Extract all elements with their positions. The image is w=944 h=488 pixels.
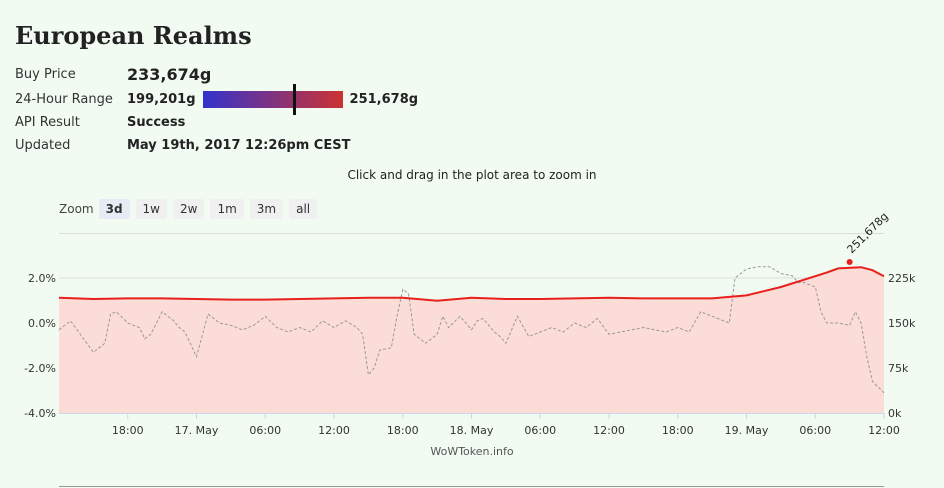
x-tick-label: 12:00 bbox=[318, 424, 350, 437]
buy-price-label: Buy Price bbox=[15, 66, 76, 82]
x-tick-label: 17. May bbox=[175, 424, 219, 437]
zoom-hint: Click and drag in the plot area to zoom … bbox=[347, 168, 597, 182]
price-area bbox=[59, 267, 884, 413]
x-tick-label: 19. May bbox=[725, 424, 769, 437]
api-result-row: API Result Success bbox=[15, 112, 185, 132]
updated-label: Updated bbox=[15, 137, 71, 153]
zoom-button-3m[interactable]: 3m bbox=[249, 199, 284, 219]
range-row: 24-Hour Range 199,201g 251,678g bbox=[15, 83, 419, 115]
x-tick-label: 12:00 bbox=[593, 424, 625, 437]
y-left-tick-label: -4.0% bbox=[24, 407, 56, 420]
max-price-label: 251,678g bbox=[845, 210, 891, 256]
y-right-tick-label: 150k bbox=[888, 317, 916, 330]
y-left-tick-label: 0.0% bbox=[28, 317, 56, 330]
x-tick-label: 18:00 bbox=[112, 424, 144, 437]
range-high-value: 251,678g bbox=[349, 91, 419, 107]
y-left-tick-label: -2.0% bbox=[24, 362, 56, 375]
range-marker bbox=[293, 83, 297, 115]
buy-price-value: 233,674g bbox=[127, 64, 212, 84]
y-right-tick-label: 0k bbox=[888, 407, 902, 420]
updated-row: Updated May 19th, 2017 12:26pm CEST bbox=[15, 135, 350, 155]
price-line bbox=[58, 266, 885, 302]
range-bar bbox=[202, 83, 343, 115]
zoom-button-3d[interactable]: 3d bbox=[98, 199, 130, 219]
x-tick-label: 06:00 bbox=[249, 424, 281, 437]
max-price-marker bbox=[846, 258, 853, 265]
x-tick-label: 18:00 bbox=[387, 424, 419, 437]
zoom-selector: Zoom 3d 1w 2w 1m 3m all bbox=[59, 199, 323, 219]
x-tick-label: 18. May bbox=[450, 424, 494, 437]
bottom-divider bbox=[59, 486, 884, 487]
api-result-label: API Result bbox=[15, 114, 80, 130]
x-tick-label: 06:00 bbox=[799, 424, 831, 437]
percent-change-line bbox=[58, 266, 885, 394]
range-low-value: 199,201g bbox=[127, 91, 196, 107]
zoom-button-all[interactable]: all bbox=[289, 199, 318, 219]
range-label: 24-Hour Range bbox=[15, 91, 113, 107]
zoom-button-1m[interactable]: 1m bbox=[210, 199, 244, 219]
zoom-label: Zoom bbox=[59, 202, 94, 216]
x-tick-label: 18:00 bbox=[662, 424, 694, 437]
api-result-value: Success bbox=[127, 114, 186, 130]
updated-value: May 19th, 2017 12:26pm CEST bbox=[127, 137, 351, 153]
y-right-tick-label: 225k bbox=[888, 272, 916, 285]
y-right-tick-label: 75k bbox=[888, 362, 909, 375]
chart-credits: WoWToken.info bbox=[430, 445, 514, 458]
x-tick-label: 06:00 bbox=[524, 424, 556, 437]
page-title: European Realms bbox=[15, 21, 252, 50]
y-left-tick-label: 2.0% bbox=[28, 272, 56, 285]
x-tick-label: 12:00 bbox=[868, 424, 900, 437]
buy-price-row: Buy Price 233,674g bbox=[15, 64, 211, 84]
zoom-button-1w[interactable]: 1w bbox=[135, 199, 167, 219]
zoom-button-2w[interactable]: 2w bbox=[173, 199, 205, 219]
